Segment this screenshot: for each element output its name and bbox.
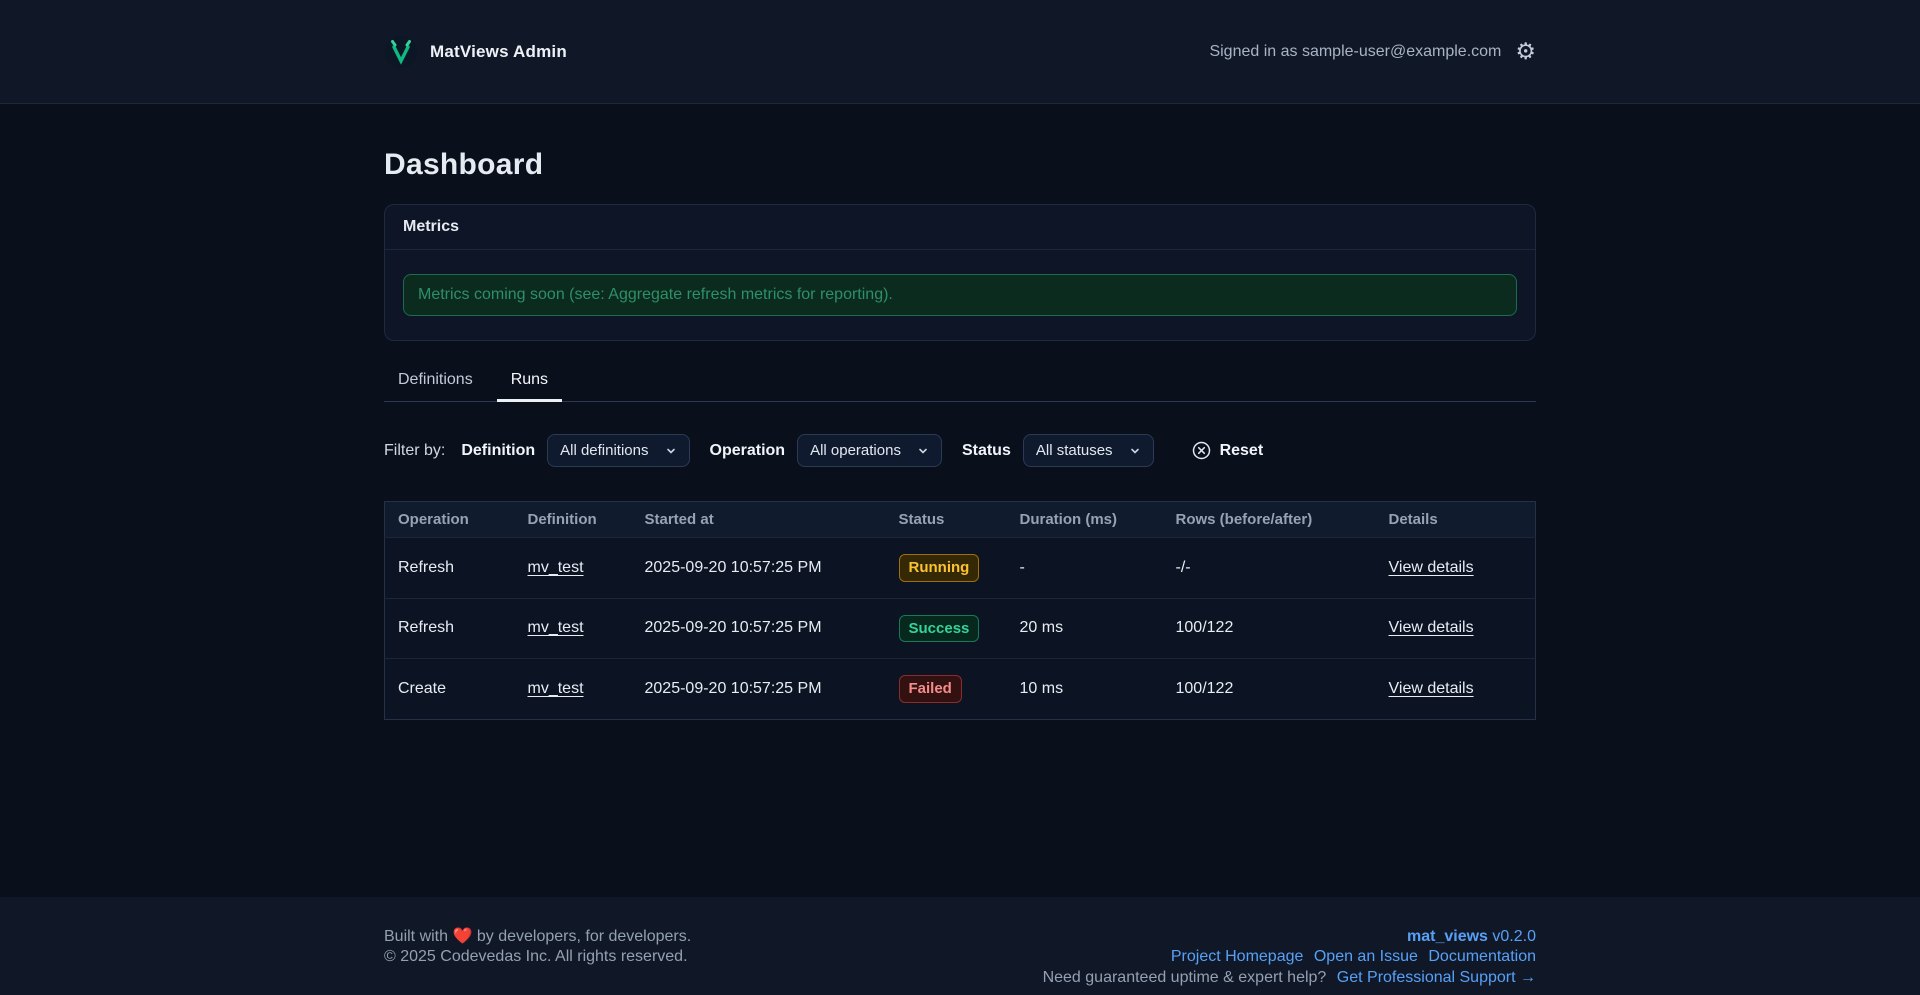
view-details-link[interactable]: View details [1388,619,1474,637]
settings-gear-icon[interactable]: ⚙ [1515,38,1536,64]
metrics-coming-soon-alert: Metrics coming soon (see: Aggregate refr… [403,274,1517,316]
definition-select[interactable]: All definitions [547,434,690,467]
table-row: Refresh mv_test 2025-09-20 10:57:25 PM S… [384,597,1536,659]
reset-label: Reset [1219,441,1264,459]
cell-rows: 100/122 [1162,658,1376,719]
definition-select-value: All definitions [560,442,649,459]
project-homepage-link[interactable]: Project Homepage [1170,948,1304,966]
tab-runs[interactable]: Runs [496,363,563,402]
metrics-card: Metrics Metrics coming soon (see: Aggreg… [384,204,1536,341]
cell-started-at: 2025-09-20 10:57:25 PM [631,597,886,659]
app-header: MatViews Admin Signed in as sample-user@… [0,0,1920,104]
status-badge: Failed [898,675,962,703]
definition-link[interactable]: mv_test [527,619,584,637]
col-duration: Duration (ms) [1019,511,1118,528]
col-status: Status [898,511,945,528]
view-details-link[interactable]: View details [1388,558,1474,576]
cell-duration: 20 ms [1006,597,1163,659]
cell-rows: 100/122 [1162,597,1376,659]
col-rows: Rows (before/after) [1175,511,1313,528]
support-prefix: Need guaranteed uptime & expert help? [1042,968,1327,986]
app-title: MatViews Admin [430,41,567,61]
product-name-link[interactable]: mat_views [1407,928,1488,945]
col-started-at: Started at [644,511,714,528]
footer-left: Built with ❤️ by developers, for develop… [384,927,691,968]
filter-by-label: Filter by: [384,441,446,459]
tab-bar: Definitions Runs [384,363,1536,402]
chevron-down-icon [917,445,929,457]
col-definition: Definition [527,511,597,528]
built-with-line: Built with ❤️ by developers, for develop… [384,927,691,947]
cell-started-at: 2025-09-20 10:57:25 PM [631,537,886,598]
chevron-down-icon [1129,445,1141,457]
page-title: Dashboard [384,148,544,181]
header-right: Signed in as sample-user@example.com ⚙ [1209,40,1536,63]
table-row: Create mv_test 2025-09-20 10:57:25 PM Fa… [384,658,1536,719]
cell-started-at: 2025-09-20 10:57:25 PM [631,658,886,719]
operation-select-value: All operations [810,442,901,459]
col-operation: Operation [398,511,469,528]
filter-bar: Filter by: Definition All definitions Op… [384,434,1536,467]
reset-filters-button[interactable]: Reset [1186,440,1270,461]
definition-link[interactable]: mv_test [527,558,584,576]
status-select-value: All statuses [1035,442,1113,459]
heart-icon: ❤️ [452,928,473,945]
table-header-row: Operation Definition Started at Status D… [384,501,1536,538]
runs-table: Operation Definition Started at Status D… [384,501,1536,720]
status-filter-label: Status [961,441,1011,459]
brand: MatViews Admin [384,35,567,69]
cell-duration: - [1006,537,1163,598]
chevron-down-icon [665,445,677,457]
metrics-card-body: Metrics coming soon (see: Aggregate refr… [385,250,1535,340]
cell-operation: Refresh [384,537,515,598]
status-badge: Running [898,554,980,582]
app-footer: Built with ❤️ by developers, for develop… [0,897,1920,995]
cell-rows: -/- [1162,537,1376,598]
circle-x-icon [1192,441,1211,460]
col-details: Details [1388,511,1438,528]
open-an-issue-link[interactable]: Open an Issue [1313,948,1418,966]
operation-filter-label: Operation [709,441,786,459]
version-line: mat_views v0.2.0 [1043,927,1536,947]
cell-duration: 10 ms [1006,658,1163,719]
built-with-suffix: by developers, for developers. [476,928,692,945]
metrics-card-title: Metrics [385,205,1535,250]
cell-operation: Refresh [384,597,515,659]
status-select[interactable]: All statuses [1022,434,1154,467]
matviews-logo-icon [384,35,418,69]
table-row: Refresh mv_test 2025-09-20 10:57:25 PM R… [384,537,1536,598]
version-link[interactable]: v0.2.0 [1492,928,1536,945]
definition-link[interactable]: mv_test [527,679,584,697]
cell-operation: Create [384,658,515,719]
main-content: Dashboard Metrics Metrics coming soon (s… [0,104,1920,897]
definition-filter-label: Definition [461,441,536,459]
documentation-link[interactable]: Documentation [1428,948,1536,966]
copyright-line: © 2025 Codevedas Inc. All rights reserve… [384,948,688,966]
support-line: Need guaranteed uptime & expert help? Ge… [1043,968,1536,988]
built-with-prefix: Built with [384,928,449,945]
view-details-link[interactable]: View details [1388,679,1474,697]
signed-in-text: Signed in as sample-user@example.com [1209,42,1502,60]
footer-links-line: Project Homepage Open an Issue Documenta… [1043,947,1536,967]
professional-support-link[interactable]: Get Professional Support → [1336,968,1536,986]
footer-right: mat_views v0.2.0 Project Homepage Open a… [1043,927,1536,988]
tab-definitions[interactable]: Definitions [398,371,473,388]
status-badge: Success [898,614,980,642]
operation-select[interactable]: All operations [797,434,942,467]
